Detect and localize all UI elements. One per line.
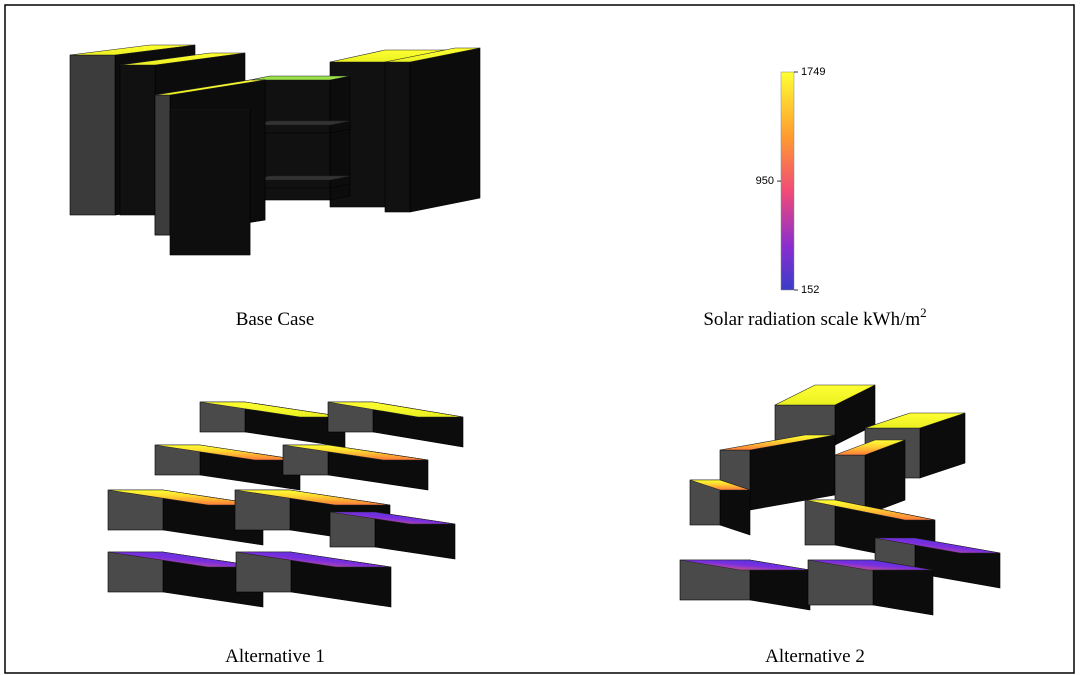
block (200, 402, 345, 447)
block (808, 560, 933, 615)
color-scale: 1749 950 152 (756, 66, 826, 296)
figure: 1749 950 152 Base Case Solar radiation sca… (0, 0, 1080, 675)
scale-superscript: 2 (920, 305, 927, 320)
block (680, 560, 810, 610)
block-side (410, 48, 480, 212)
block-front (170, 110, 250, 255)
scale-title: Solar radiation scale kWh/m (703, 309, 920, 330)
block-front (70, 55, 115, 215)
block (155, 445, 300, 490)
block (328, 402, 463, 447)
block-front (155, 95, 170, 235)
caption: Alternative 1 (225, 646, 325, 667)
block (330, 512, 455, 559)
block-front (805, 500, 835, 545)
block (283, 445, 428, 490)
scale-caption: Solar radiation scale kWh/m2 (703, 305, 926, 330)
caption: Base Case (236, 309, 315, 330)
tick-label: 950 (756, 175, 774, 187)
renders (70, 45, 1000, 615)
block-front (120, 65, 155, 215)
block-front (385, 62, 410, 212)
tick-label: 152 (801, 284, 819, 296)
color-bar (781, 72, 794, 290)
caption: Alternative 2 (765, 646, 865, 667)
block (690, 480, 750, 535)
block (170, 110, 250, 255)
tick-label: 1749 (801, 66, 825, 78)
block (385, 48, 480, 212)
